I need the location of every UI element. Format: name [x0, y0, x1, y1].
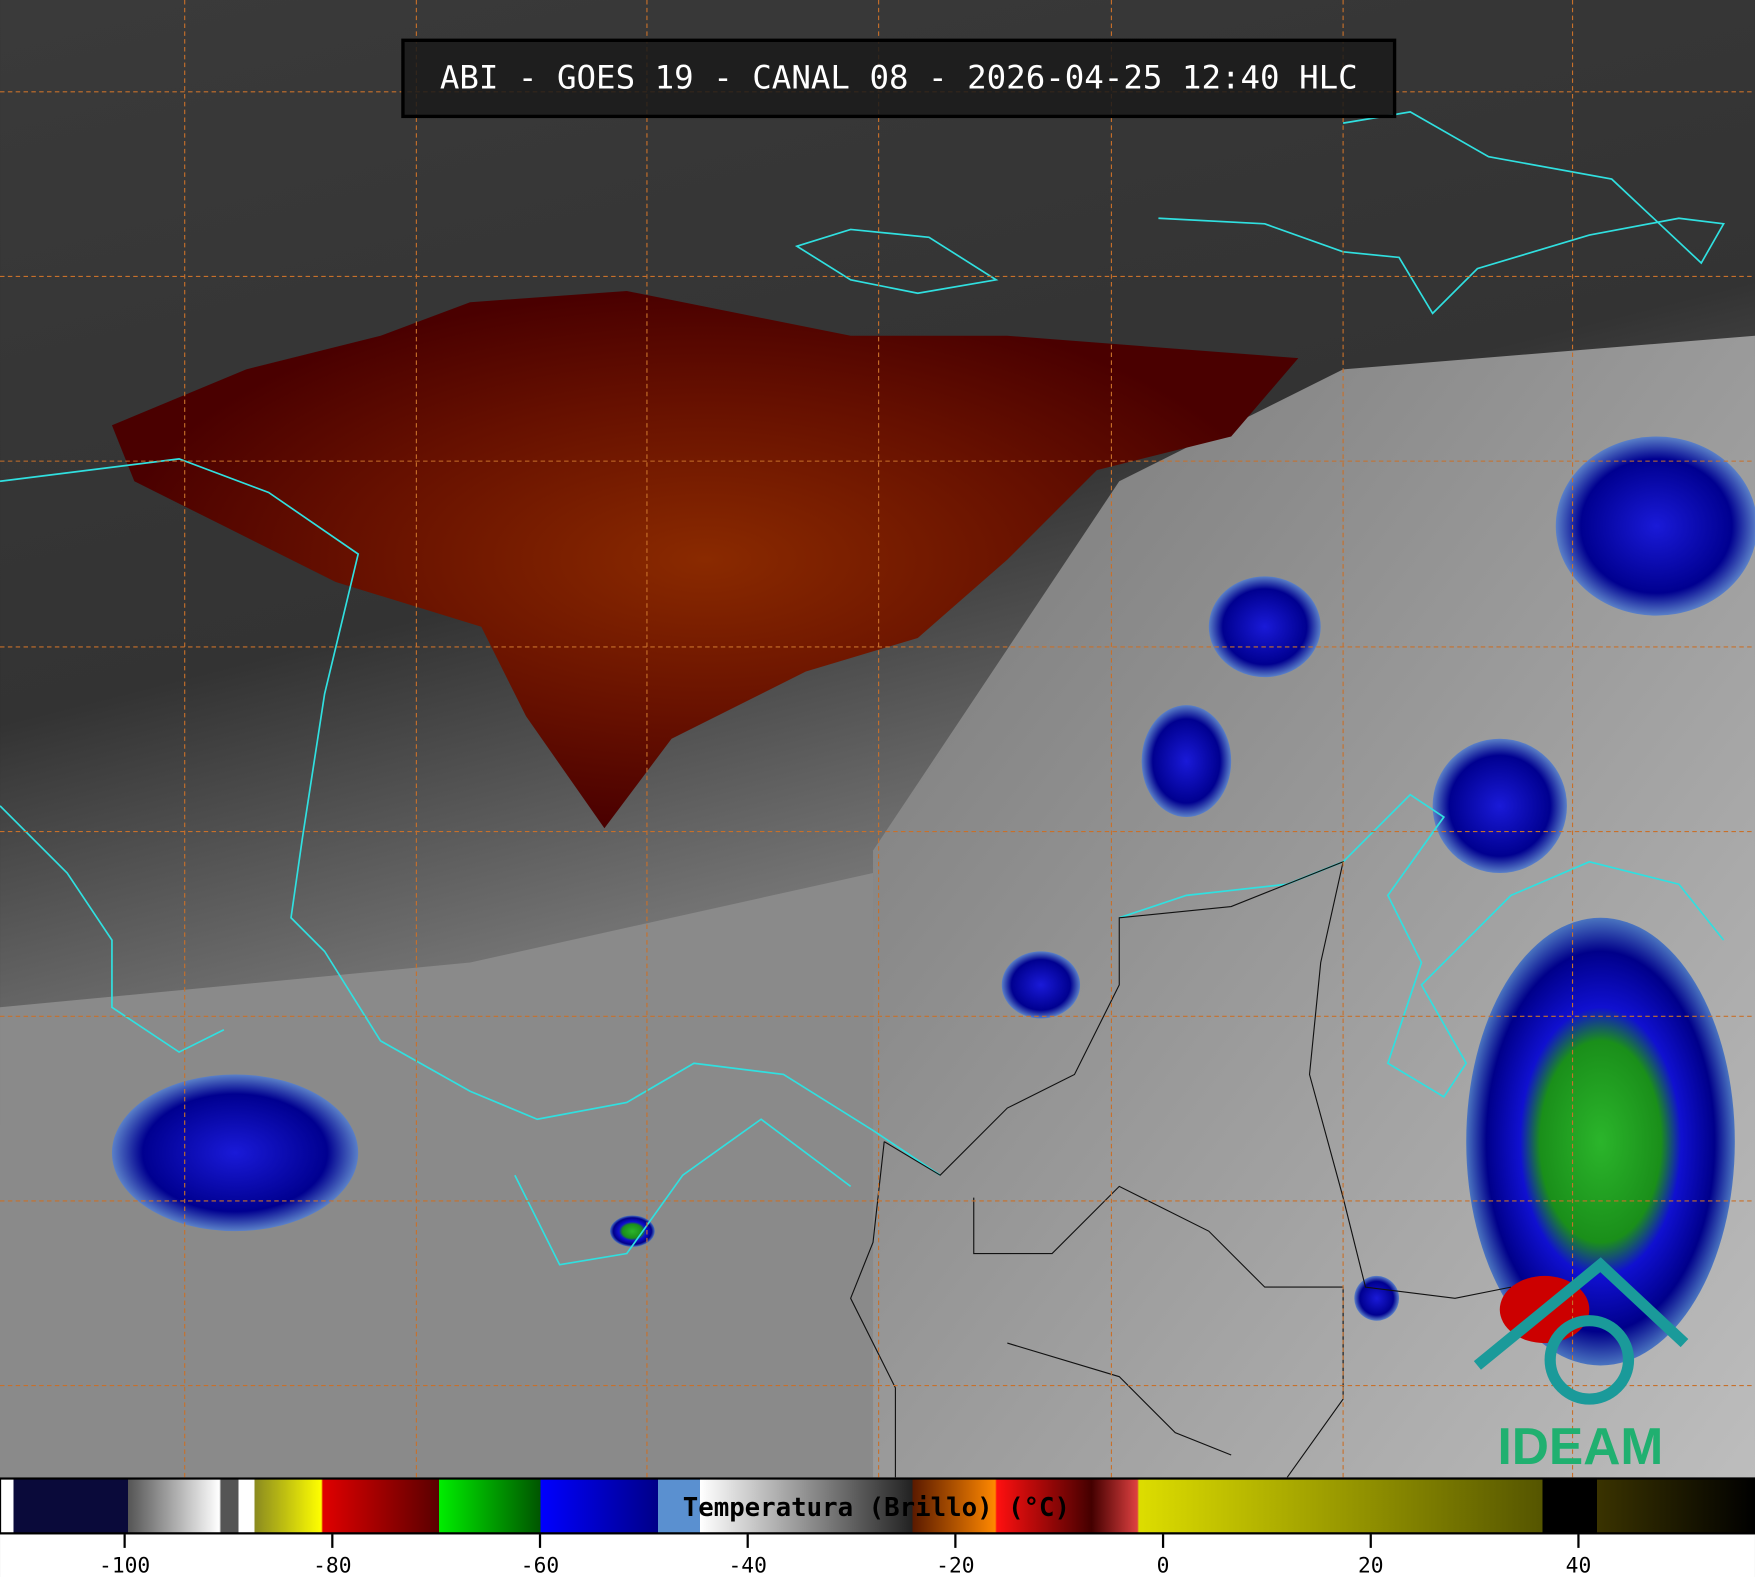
admin-borders: [850, 860, 1512, 1478]
logo-mark: [1544, 1315, 1635, 1405]
colorbar-ticks: -100 -80 -60 -40 -20 0 20 40: [99, 1534, 1591, 1577]
logo-mark: [1473, 1257, 1689, 1370]
title: ABI - GOES 19 - CANAL 08 - 2026-04-25 12…: [440, 58, 1358, 96]
tick-label: -80: [313, 1554, 351, 1577]
tick-label: 40: [1566, 1554, 1592, 1577]
logo-text: IDEAM: [1497, 1417, 1663, 1475]
storm-cell: [1555, 436, 1755, 616]
graticule: [0, 0, 1755, 1478]
storm-cell: [1466, 917, 1735, 1366]
tick-label: -20: [936, 1554, 974, 1577]
tick-label: -100: [99, 1554, 150, 1577]
storm-cell: [1001, 951, 1081, 1019]
tick-label: 20: [1358, 1554, 1384, 1577]
tick-label: -40: [729, 1554, 767, 1577]
title-box: [401, 38, 1397, 119]
cloud-field: [0, 873, 874, 1478]
storm-cell: [1141, 705, 1232, 818]
storm-cell: [1432, 738, 1567, 874]
storm-cell: [111, 1074, 359, 1232]
colorbar: [0, 1477, 1755, 1535]
colorbar-label: Temperatura (Brillo) (°C): [683, 1493, 1070, 1523]
tick-label: 0: [1157, 1554, 1170, 1577]
storm-cell: [610, 1215, 655, 1247]
cold-cloud-top: [111, 291, 1299, 829]
tick-label: -60: [521, 1554, 559, 1577]
storm-cell: [1354, 1275, 1400, 1321]
logo: IDEAM: [1473, 1257, 1689, 1475]
storm-cell: [1208, 576, 1321, 678]
coastlines: [0, 111, 1725, 1266]
